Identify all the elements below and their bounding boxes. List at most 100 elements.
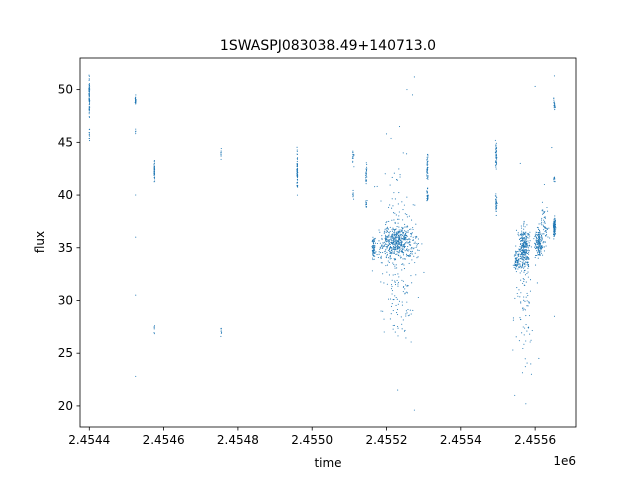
data-point — [387, 228, 390, 230]
data-point — [522, 246, 524, 248]
data-point — [538, 234, 540, 236]
data-point — [407, 239, 409, 241]
y-tick-label: 50 — [58, 83, 73, 97]
data-point — [522, 262, 525, 264]
data-point — [365, 170, 367, 172]
data-point — [88, 85, 90, 87]
data-point — [407, 315, 409, 317]
data-point — [220, 150, 222, 152]
data-point — [88, 107, 90, 109]
data-point — [416, 235, 418, 238]
data-point — [495, 205, 497, 207]
data-point — [527, 266, 530, 268]
data-point — [403, 245, 405, 247]
data-point — [392, 227, 394, 229]
data-point — [88, 106, 90, 108]
data-point — [426, 165, 428, 167]
data-point — [386, 253, 389, 255]
data-point — [153, 170, 155, 172]
data-point — [393, 244, 395, 246]
data-point — [496, 196, 498, 199]
data-point — [371, 245, 373, 248]
data-point — [400, 256, 402, 258]
data-point — [523, 284, 525, 286]
data-point — [387, 249, 389, 251]
data-point — [88, 79, 90, 81]
data-point — [393, 263, 395, 266]
data-point — [395, 304, 397, 307]
data-point — [527, 294, 529, 297]
data-point — [365, 203, 367, 205]
data-point — [528, 301, 530, 303]
data-point — [495, 150, 497, 152]
data-point — [518, 251, 520, 253]
data-point — [521, 332, 523, 334]
data-point — [544, 222, 546, 224]
data-point — [409, 228, 411, 230]
data-point — [89, 135, 91, 137]
data-point — [383, 331, 385, 333]
data-point — [535, 247, 538, 249]
data-point — [553, 235, 555, 238]
data-point — [530, 246, 532, 248]
data-point — [401, 244, 403, 246]
data-point — [407, 254, 409, 257]
data-point — [529, 333, 531, 335]
data-point — [541, 236, 543, 238]
data-point — [378, 251, 380, 253]
data-point — [521, 236, 523, 238]
data-point — [533, 246, 536, 248]
data-point — [538, 247, 540, 249]
data-point — [352, 156, 354, 158]
data-point — [365, 179, 367, 181]
data-point — [390, 313, 392, 315]
data-point — [415, 223, 417, 225]
data-point — [542, 241, 545, 243]
data-point — [352, 161, 354, 163]
data-point — [402, 286, 404, 288]
data-point — [402, 258, 404, 260]
data-point — [495, 206, 497, 208]
data-point — [407, 250, 409, 252]
data-point — [398, 236, 400, 238]
data-point — [535, 237, 538, 239]
data-point — [296, 158, 299, 160]
data-point — [400, 316, 402, 318]
data-point — [536, 246, 538, 248]
data-point — [392, 234, 394, 236]
data-point — [515, 245, 517, 247]
data-point — [396, 253, 398, 255]
data-point — [534, 85, 536, 88]
data-point — [408, 249, 410, 251]
data-point — [396, 250, 398, 252]
data-point — [495, 168, 497, 170]
data-point — [554, 106, 556, 108]
data-point — [398, 300, 401, 302]
data-point — [553, 231, 555, 233]
y-tick-label: 20 — [58, 399, 73, 413]
data-point — [397, 218, 399, 220]
data-point — [514, 261, 517, 263]
x-tick-label: 2.4550 — [291, 433, 333, 447]
data-point — [402, 291, 404, 293]
data-point — [515, 254, 517, 256]
data-point — [536, 242, 538, 244]
data-point — [540, 252, 542, 254]
data-point — [535, 240, 537, 242]
data-point — [406, 291, 408, 293]
data-point — [392, 240, 394, 242]
data-point — [412, 248, 414, 250]
data-point — [426, 172, 428, 174]
data-point — [541, 246, 543, 248]
data-point — [524, 327, 526, 329]
data-point — [524, 265, 526, 267]
data-point — [401, 301, 403, 303]
data-point — [397, 281, 400, 283]
data-point — [88, 97, 90, 100]
data-point — [402, 233, 404, 235]
data-point — [397, 389, 399, 391]
data-point — [529, 240, 531, 242]
data-point — [524, 244, 527, 246]
data-point — [541, 238, 543, 240]
data-point — [365, 162, 367, 164]
